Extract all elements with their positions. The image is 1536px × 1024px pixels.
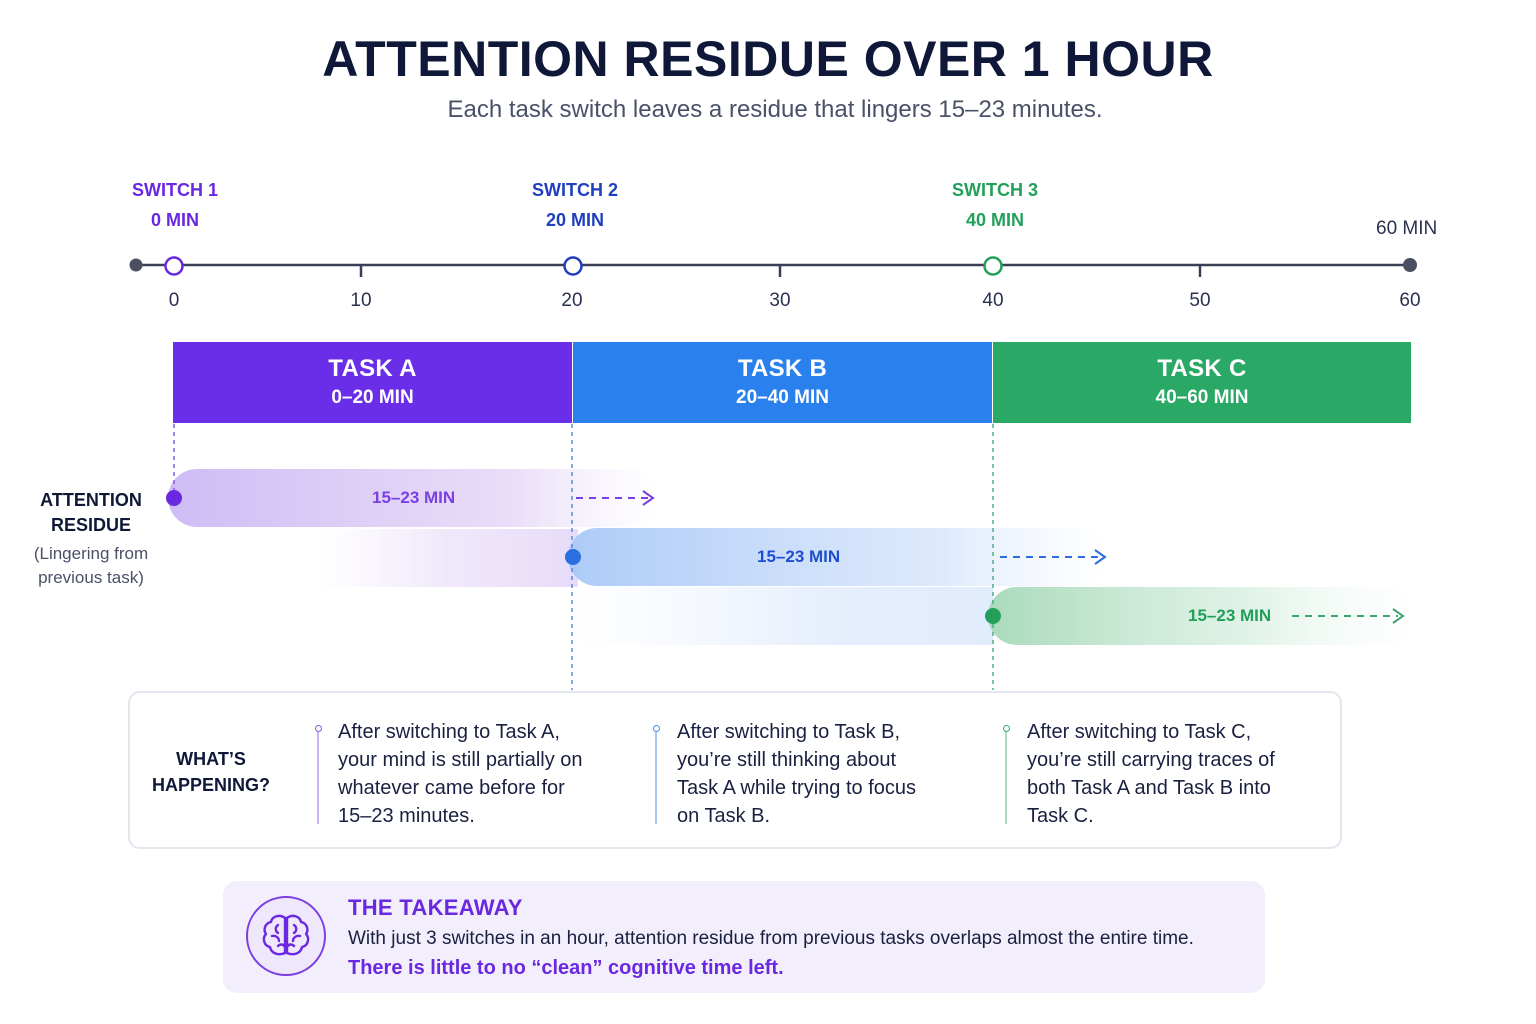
residue-c-label: 15–23 MIN bbox=[1188, 606, 1272, 625]
switch-1-time: 0 MIN bbox=[150, 210, 199, 230]
tick-label-10: 10 bbox=[350, 290, 372, 311]
switch-1-marker bbox=[164, 256, 184, 276]
switch-3-time: 40 MIN bbox=[965, 210, 1025, 230]
residue-b-label: 15–23 MIN bbox=[757, 547, 841, 566]
task-b-name: TASK B bbox=[737, 355, 828, 382]
note-1-marker bbox=[315, 725, 322, 732]
takeaway-title: THE TAKEAWAY bbox=[348, 895, 523, 920]
residue-side-title: ATTENTION RESIDUE bbox=[40, 490, 142, 535]
residue-band-c bbox=[988, 587, 1418, 645]
timeline-graphic bbox=[129, 256, 1418, 690]
axis-start-dot bbox=[129, 258, 143, 272]
residue-a-label: 15–23 MIN bbox=[372, 488, 456, 507]
residue-side-subtitle: (Lingering from previous task) bbox=[33, 544, 149, 587]
takeaway-body: With just 3 switches in an hour, attenti… bbox=[348, 928, 1194, 949]
whats-happening-title: WHAT’S HAPPENING? bbox=[151, 749, 270, 795]
switch-2-time: 20 MIN bbox=[545, 210, 605, 230]
note-3-divider bbox=[1005, 732, 1007, 824]
page-subtitle: Each task switch leaves a residue that l… bbox=[447, 96, 1103, 123]
task-b-bar: TASK B 20–40 MIN bbox=[573, 342, 992, 423]
axis-end-dot bbox=[1403, 258, 1417, 272]
brain-icon bbox=[246, 896, 326, 976]
switch-1-name: SWITCH 1 bbox=[131, 180, 218, 200]
note-2-marker bbox=[653, 725, 660, 732]
note-1-text: After switching to Task A, your mind is … bbox=[338, 721, 583, 827]
task-a-bar: TASK A 0–20 MIN bbox=[173, 342, 572, 423]
residue-a-dot bbox=[166, 490, 182, 506]
note-2-text: After switching to Task B, you’re still … bbox=[677, 721, 917, 827]
switch-3-marker bbox=[983, 256, 1003, 276]
tick-label-0: 0 bbox=[168, 290, 180, 311]
task-b-range: 20–40 MIN bbox=[736, 387, 829, 408]
note-2-divider bbox=[655, 732, 657, 824]
residue-a-tail bbox=[318, 529, 578, 587]
takeaway-emphasis: There is little to no “clean” cognitive … bbox=[348, 957, 784, 979]
task-a-name: TASK A bbox=[328, 355, 417, 382]
tick-label-50: 50 bbox=[1189, 290, 1211, 311]
switch-3-name: SWITCH 3 bbox=[951, 180, 1038, 200]
residue-b-arrowhead bbox=[1094, 549, 1107, 565]
residue-band-b bbox=[568, 528, 1108, 586]
tick-label-40: 40 bbox=[982, 290, 1004, 311]
axis-end-label: 60 MIN bbox=[1376, 218, 1438, 239]
page-title: ATTENTION RESIDUE OVER 1 HOUR bbox=[322, 31, 1214, 87]
note-3-text: After switching to Task C, you’re still … bbox=[1027, 721, 1275, 827]
tick-label-20: 20 bbox=[561, 290, 583, 311]
whats-happening-panel bbox=[128, 691, 1342, 849]
residue-side-label: ATTENTION RESIDUE (Lingering from previo… bbox=[20, 488, 162, 590]
task-c-range: 40–60 MIN bbox=[1155, 387, 1249, 408]
tick-label-30: 30 bbox=[769, 290, 791, 311]
residue-band-a bbox=[168, 469, 658, 527]
takeaway-panel bbox=[223, 881, 1265, 993]
task-a-range: 0–20 MIN bbox=[331, 387, 414, 408]
note-3-marker bbox=[1003, 725, 1010, 732]
residue-c-arrowhead bbox=[1392, 608, 1405, 624]
switch-2-marker bbox=[563, 256, 583, 276]
switch-2-name: SWITCH 2 bbox=[531, 180, 618, 200]
note-1-divider bbox=[317, 732, 319, 824]
residue-b-tail bbox=[573, 587, 993, 645]
task-c-bar: TASK C 40–60 MIN bbox=[993, 342, 1411, 423]
tick-label-60: 60 bbox=[1399, 290, 1421, 311]
residue-b-dot bbox=[565, 549, 581, 565]
residue-c-dot bbox=[985, 608, 1001, 624]
residue-a-arrowhead bbox=[642, 490, 655, 506]
task-c-name: TASK C bbox=[1157, 355, 1247, 382]
